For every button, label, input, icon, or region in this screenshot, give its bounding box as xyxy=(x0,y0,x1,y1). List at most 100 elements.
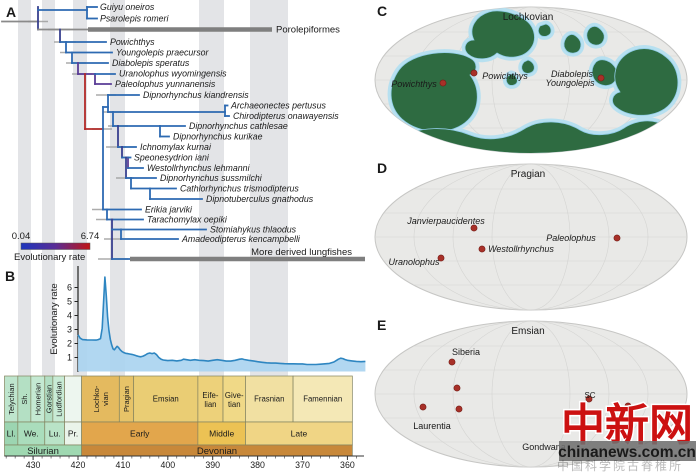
map-taxon-label: Paleolophus xyxy=(546,233,596,243)
period-label: Silurian xyxy=(27,446,59,457)
map-taxon-label: Powichthys xyxy=(391,79,437,89)
map-taxon-label: Uranolophus xyxy=(388,257,440,267)
highlight-band xyxy=(110,0,125,376)
watermark-url-text: chinanews.com.cn xyxy=(558,444,696,461)
taxon-label: Paleolophus yunnanensis xyxy=(115,79,216,89)
time-axis-tick-label: 390 xyxy=(205,460,220,470)
stage-label: Sh. xyxy=(20,393,29,404)
fossil-locality-dot xyxy=(470,69,478,77)
taxon-label: Westollrhynchus lehmanni xyxy=(147,163,251,173)
time-axis-tick-label: 430 xyxy=(26,460,41,470)
taxon-label: Archaeonectes pertusus xyxy=(230,101,326,111)
y-axis-tick-label: 4 xyxy=(67,311,72,321)
fossil-locality-dot xyxy=(597,74,605,82)
stage-label: Ludfordian xyxy=(54,381,63,416)
highlight-band xyxy=(250,0,288,376)
taxon-label: Powichthys xyxy=(110,37,155,47)
panel-letter-E: E xyxy=(377,317,386,333)
legend-caption: Evolutionary rate xyxy=(14,252,85,263)
panel-a-letter: A xyxy=(6,4,16,20)
fossil-locality-dot xyxy=(613,234,621,242)
panel-letter-D: D xyxy=(377,160,387,176)
epoch-label: Ll. xyxy=(7,428,16,438)
stage-highlight-bands xyxy=(18,0,288,376)
map-title: Pragian xyxy=(511,169,545,180)
timescale-box xyxy=(64,375,82,423)
taxon-label: Dipnorhynchus kiandrensis xyxy=(143,90,249,100)
map-graticule xyxy=(375,164,687,310)
map-title: Lochkovian xyxy=(503,12,554,23)
timescale-box xyxy=(133,375,199,423)
map-taxon-label: Youngolepis xyxy=(545,78,595,88)
timescale-box xyxy=(245,375,294,423)
taxon-label: Dipnotuberculus gnathodus xyxy=(206,194,314,204)
fossil-locality-dot xyxy=(437,254,445,262)
taxon-label: More derived lungfishes xyxy=(251,247,352,258)
highlight-band xyxy=(18,0,31,376)
landmass xyxy=(612,48,679,116)
stage-label: Give- xyxy=(225,391,244,400)
rate-legend: 0.04 6.74 Evolutionary rate xyxy=(12,231,100,263)
stage-label: Telychian xyxy=(7,383,16,414)
fossil-locality-dot xyxy=(585,395,593,403)
fossil-locality-dot xyxy=(455,405,463,413)
rate-curve-line xyxy=(77,276,366,366)
paleogeographic-maps: C Lochkovian Powichthys Powichthys Diabolepi… xyxy=(374,3,688,468)
stage-label: Eife- xyxy=(202,391,218,400)
timescale-box xyxy=(292,375,353,423)
panel-letter-C: C xyxy=(377,3,387,19)
epoch-label: Middle xyxy=(209,428,234,438)
watermark: 中新网 chinanews.com.cn 中国科学院古脊椎所 xyxy=(557,399,696,472)
taxon-label: Speonesydrion iani xyxy=(134,153,210,163)
highlight-band xyxy=(73,0,87,376)
fossil-locality-dot xyxy=(448,358,456,366)
taxon-label: Stomiahykus thlaodus xyxy=(210,225,297,235)
rate-gradient-bar xyxy=(20,242,91,250)
map-taxon-label: Gondwana xyxy=(522,442,566,452)
taxon-label: Amadeodipterus kencampbelli xyxy=(181,234,301,244)
y-axis-tick-label: 6 xyxy=(67,283,72,293)
landmass xyxy=(464,10,535,60)
y-axis-tick-label: 1 xyxy=(67,353,72,363)
time-axis-tick-label: 400 xyxy=(160,460,175,470)
fossil-locality-dot xyxy=(419,403,427,411)
stage-label: lian xyxy=(204,400,216,409)
epoch-label: Late xyxy=(291,428,308,438)
taxon-label: Tarachomylax oepiki xyxy=(147,215,228,225)
landmass xyxy=(506,73,518,86)
map-taxon-label: Powichthys xyxy=(482,71,528,81)
time-axis-tick-label: 360 xyxy=(340,460,355,470)
stage-label: tian xyxy=(228,400,241,409)
legend-min-value: 0.04 xyxy=(12,231,31,242)
fossil-locality-dot xyxy=(478,245,486,253)
y-axis-tick-label: 2 xyxy=(67,339,72,349)
highlight-band xyxy=(42,0,55,376)
rate-curve-area xyxy=(78,277,366,372)
map-taxon-label: Janvierpaucidentes xyxy=(406,216,485,226)
taxon-label: Chirodipterus onawayensis xyxy=(233,111,339,121)
highlight-band xyxy=(199,0,224,376)
taxon-label: Porolepiformes xyxy=(276,25,340,36)
map-panel-pragian: D Pragian Janvierpaucidentes Westollrhynchu… xyxy=(374,160,688,311)
time-axis-tick-label: 370 xyxy=(295,460,310,470)
map-taxon-label: Westollrhynchus xyxy=(488,244,554,254)
taxon-label: Diabolepis speratus xyxy=(112,58,190,68)
period-label: Devonian xyxy=(197,446,237,457)
time-axis-tick-label: 420 xyxy=(71,460,86,470)
taxon-label: Dipnorhynchus sussmilchi xyxy=(160,173,263,183)
map-taxon-label: SC xyxy=(584,391,595,400)
landmass xyxy=(521,59,535,74)
time-axis-tick-label: 410 xyxy=(116,460,131,470)
fossil-locality-dot xyxy=(439,79,447,87)
map-panel-lochkovian: C Lochkovian Powichthys Powichthys Diabolepi… xyxy=(374,3,688,154)
y-axis-tick-label: 5 xyxy=(67,297,72,307)
epoch-label: Lu. xyxy=(49,428,61,438)
rate-curve-chart: 1 2 3 4 5 6 xyxy=(67,266,366,372)
fossil-locality-dot xyxy=(624,402,632,410)
stage-label: Lochko- xyxy=(92,385,101,412)
map-title: Emsian xyxy=(511,326,544,337)
geologic-timescale: Telychian Sh. Homerian Gorstian Ludfordian Lo… xyxy=(4,375,364,470)
epoch-label: Pr. xyxy=(68,428,78,438)
taxon-label: Youngolepis praecursor xyxy=(116,48,209,58)
